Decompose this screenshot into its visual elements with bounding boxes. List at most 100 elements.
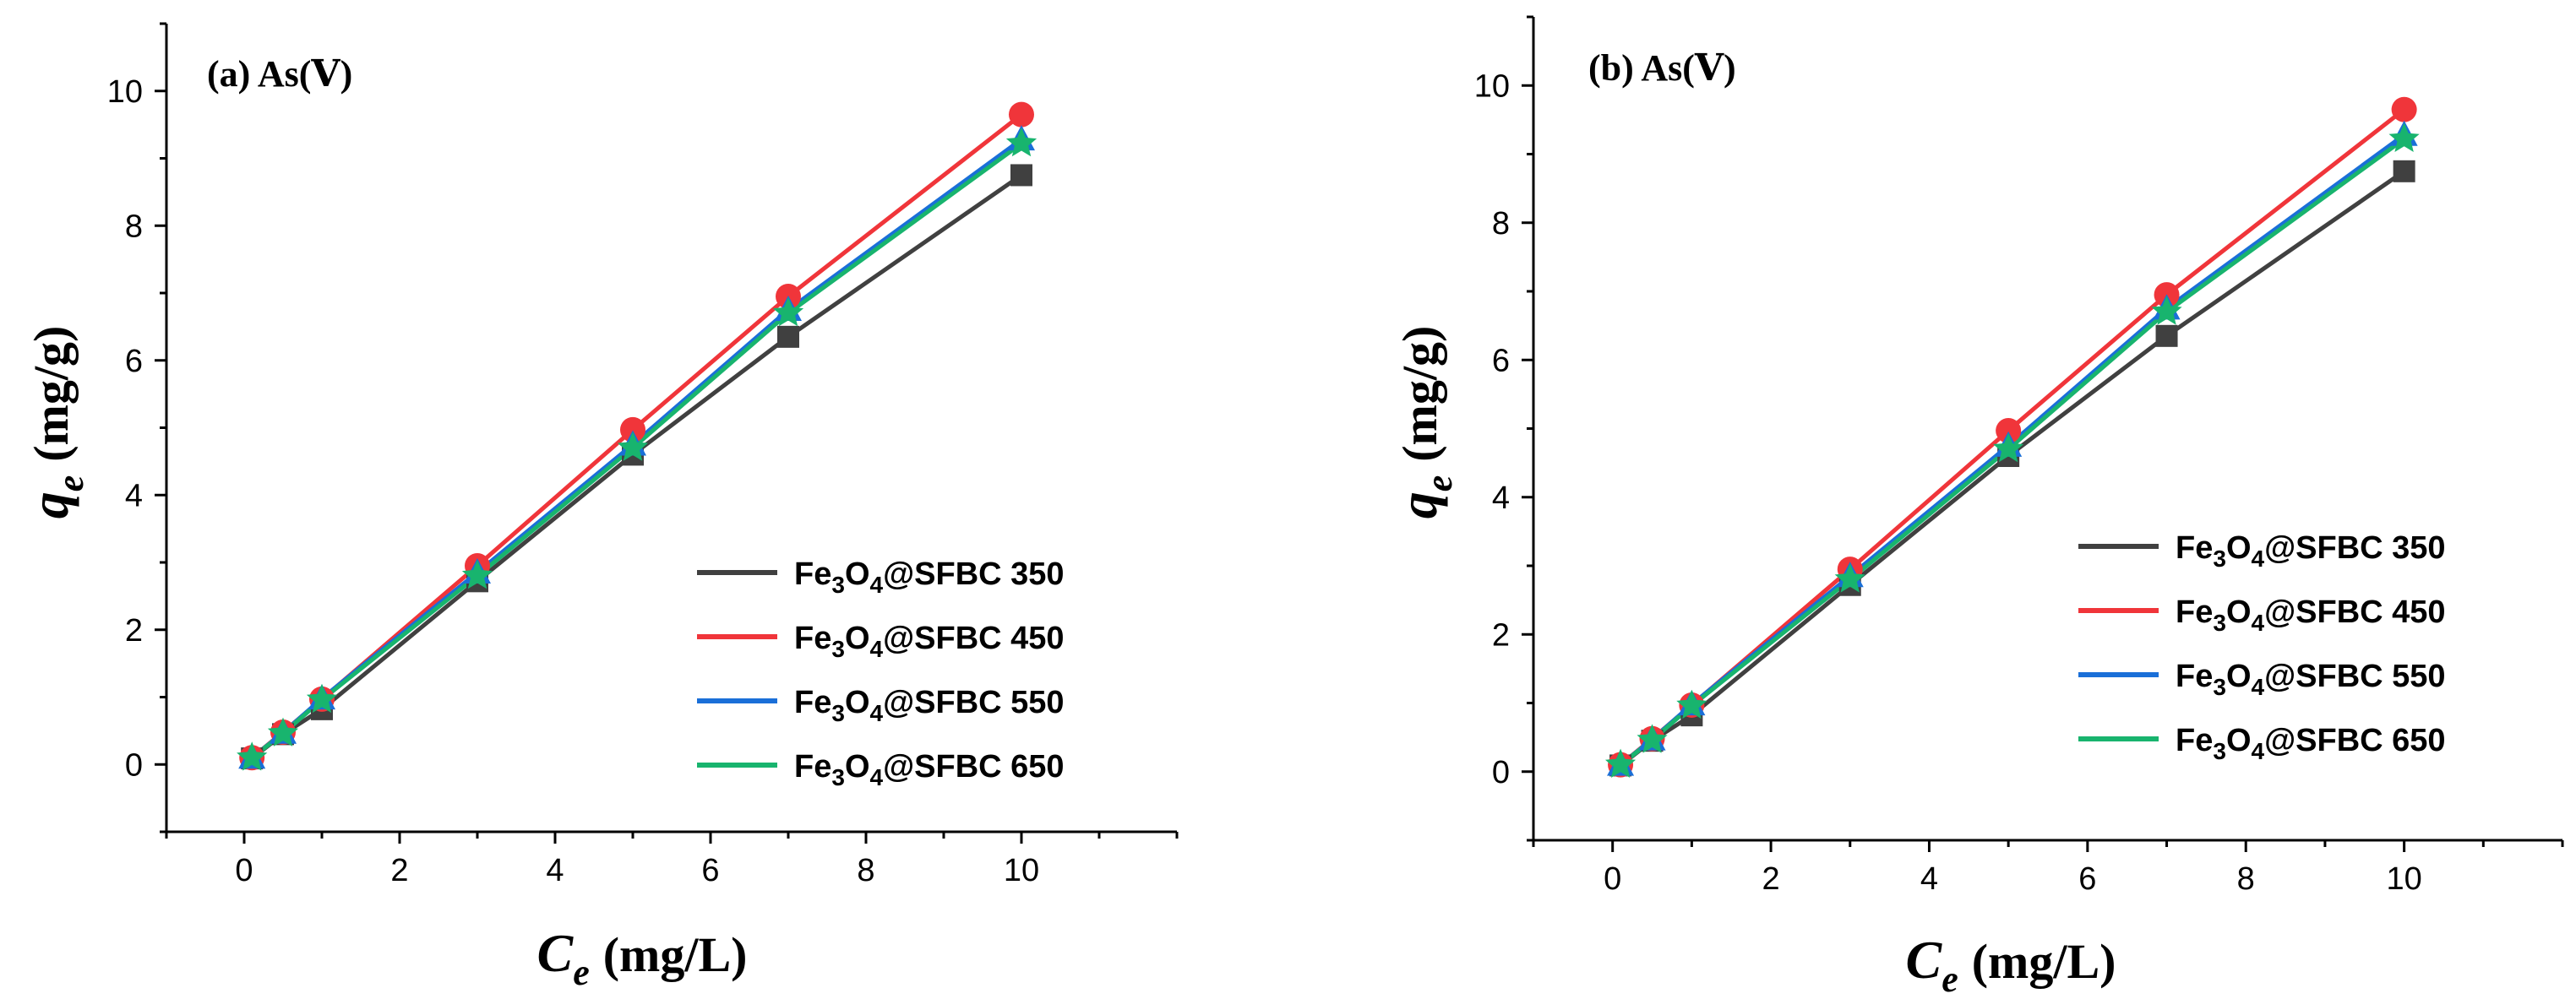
y-tick-label: 6 xyxy=(125,344,143,379)
y-tick-label: 10 xyxy=(1474,68,1510,104)
data-point-1 xyxy=(620,416,645,442)
legend-text-part: Fe xyxy=(2176,530,2213,566)
y-tick-label: 10 xyxy=(107,74,143,110)
data-point-3 xyxy=(2151,296,2182,325)
data-point-3 xyxy=(1676,689,1707,719)
x-axis-unit: (mg/L) xyxy=(603,927,748,982)
y-tick-label: 0 xyxy=(1492,755,1510,790)
legend-label-2: Fe3O4@SFBC 550 xyxy=(794,685,1065,726)
legend-text-part: @SFBC 450 xyxy=(2264,595,2445,630)
data-point-3 xyxy=(1637,724,1668,753)
legend-text-part: @SFBC 450 xyxy=(883,621,1064,656)
panel-label: (b) As(Ⅴ) xyxy=(1588,47,1736,89)
legend-subscript: 3 xyxy=(2213,610,2226,636)
data-point-3 xyxy=(237,741,268,771)
legend-text-part: Fe xyxy=(794,621,831,656)
x-tick-label: 6 xyxy=(2078,861,2096,897)
data-point-3 xyxy=(617,432,649,461)
x-tick-label: 8 xyxy=(2237,861,2255,897)
y-axis-subscript: e xyxy=(1419,475,1460,492)
legend-subscript: 4 xyxy=(870,636,884,662)
legend-subscript: 4 xyxy=(2252,738,2265,764)
x-tick-label: 8 xyxy=(857,853,874,888)
x-axis-subscript: e xyxy=(573,952,590,993)
data-point-0 xyxy=(2155,324,2178,347)
legend-label-3: Fe3O4@SFBC 650 xyxy=(794,749,1065,790)
legend-text-part: O xyxy=(845,749,870,785)
legend-text-part: O xyxy=(2226,723,2252,758)
legend-text-part: O xyxy=(845,621,870,656)
legend-subscript: 3 xyxy=(831,572,845,598)
legend-label-2: Fe3O4@SFBC 550 xyxy=(2176,659,2446,700)
legend-text-part: O xyxy=(2226,595,2252,630)
legend-subscript: 4 xyxy=(870,764,884,790)
data-point-3 xyxy=(1005,128,1037,157)
legend-text-part: @SFBC 650 xyxy=(883,749,1064,785)
legend-subscript: 4 xyxy=(2252,610,2265,636)
legend-text-part: Fe xyxy=(794,557,831,592)
legend-subscript: 3 xyxy=(831,764,845,790)
data-point-3 xyxy=(1605,748,1637,778)
x-tick-label: 4 xyxy=(1920,861,1938,897)
legend-subscript: 4 xyxy=(2252,674,2265,700)
legend-subscript: 3 xyxy=(831,700,845,726)
y-axis-symbol: q xyxy=(19,491,79,519)
data-point-0 xyxy=(1010,164,1032,187)
x-axis-subscript: e xyxy=(1942,958,1958,999)
x-axis-symbol: C xyxy=(537,923,575,983)
x-tick-label: 2 xyxy=(390,853,408,888)
legend-text-part: O xyxy=(2226,530,2252,566)
y-axis-unit: (mg/g) xyxy=(24,326,79,462)
y-axis-subscript: e xyxy=(50,475,91,492)
legend-text-part: Fe xyxy=(2176,595,2213,630)
y-tick-label: 0 xyxy=(125,747,143,783)
legend-label-0: Fe3O4@SFBC 350 xyxy=(794,557,1065,598)
y-tick-label: 2 xyxy=(1492,617,1510,653)
data-point-1 xyxy=(2391,96,2417,122)
x-tick-label: 10 xyxy=(1004,853,1039,888)
y-tick-label: 8 xyxy=(125,209,143,244)
y-axis-symbol: q xyxy=(1388,491,1448,519)
legend-text-part: Fe xyxy=(794,749,831,785)
legend-text-part: @SFBC 350 xyxy=(2264,530,2445,566)
legend-subscript: 3 xyxy=(2213,546,2226,572)
legend-text-part: O xyxy=(845,685,870,720)
legend-text-part: Fe xyxy=(794,685,831,720)
series-line-0 xyxy=(250,173,1023,761)
legend-subscript: 3 xyxy=(831,636,845,662)
data-point-1 xyxy=(1009,101,1034,128)
panel-label: (a) As(Ⅴ) xyxy=(207,53,352,95)
y-tick-label: 4 xyxy=(125,478,143,513)
data-point-3 xyxy=(1993,432,2024,463)
x-axis-unit: (mg/L) xyxy=(1972,934,2116,989)
legend-label-1: Fe3O4@SFBC 450 xyxy=(794,621,1065,662)
data-point-3 xyxy=(2388,122,2420,152)
legend-text-part: O xyxy=(2226,659,2252,694)
y-axis-label: qe (mg/g) xyxy=(1388,326,1460,519)
data-point-3 xyxy=(306,683,338,714)
y-tick-label: 6 xyxy=(1492,343,1510,378)
x-tick-label: 2 xyxy=(1762,861,1780,897)
x-axis-label: Ce (mg/L) xyxy=(537,923,748,993)
legend-label-1: Fe3O4@SFBC 450 xyxy=(2176,595,2446,636)
data-point-1 xyxy=(1996,417,2022,443)
y-tick-label: 8 xyxy=(1492,206,1510,242)
legend-text-part: O xyxy=(845,557,870,592)
data-point-3 xyxy=(461,560,493,589)
data-point-0 xyxy=(2393,160,2415,182)
x-tick-label: 0 xyxy=(1604,861,1621,897)
legend-text-part: @SFBC 550 xyxy=(2264,659,2445,694)
legend-label-3: Fe3O4@SFBC 650 xyxy=(2176,723,2446,764)
legend-text-part: @SFBC 550 xyxy=(883,685,1064,720)
legend-subscript: 4 xyxy=(2252,546,2265,572)
legend-subscript: 4 xyxy=(870,700,884,726)
data-point-3 xyxy=(1834,563,1865,593)
x-tick-label: 4 xyxy=(546,853,564,888)
legend-text-part: @SFBC 350 xyxy=(883,557,1064,592)
legend-subscript: 3 xyxy=(2213,674,2226,700)
